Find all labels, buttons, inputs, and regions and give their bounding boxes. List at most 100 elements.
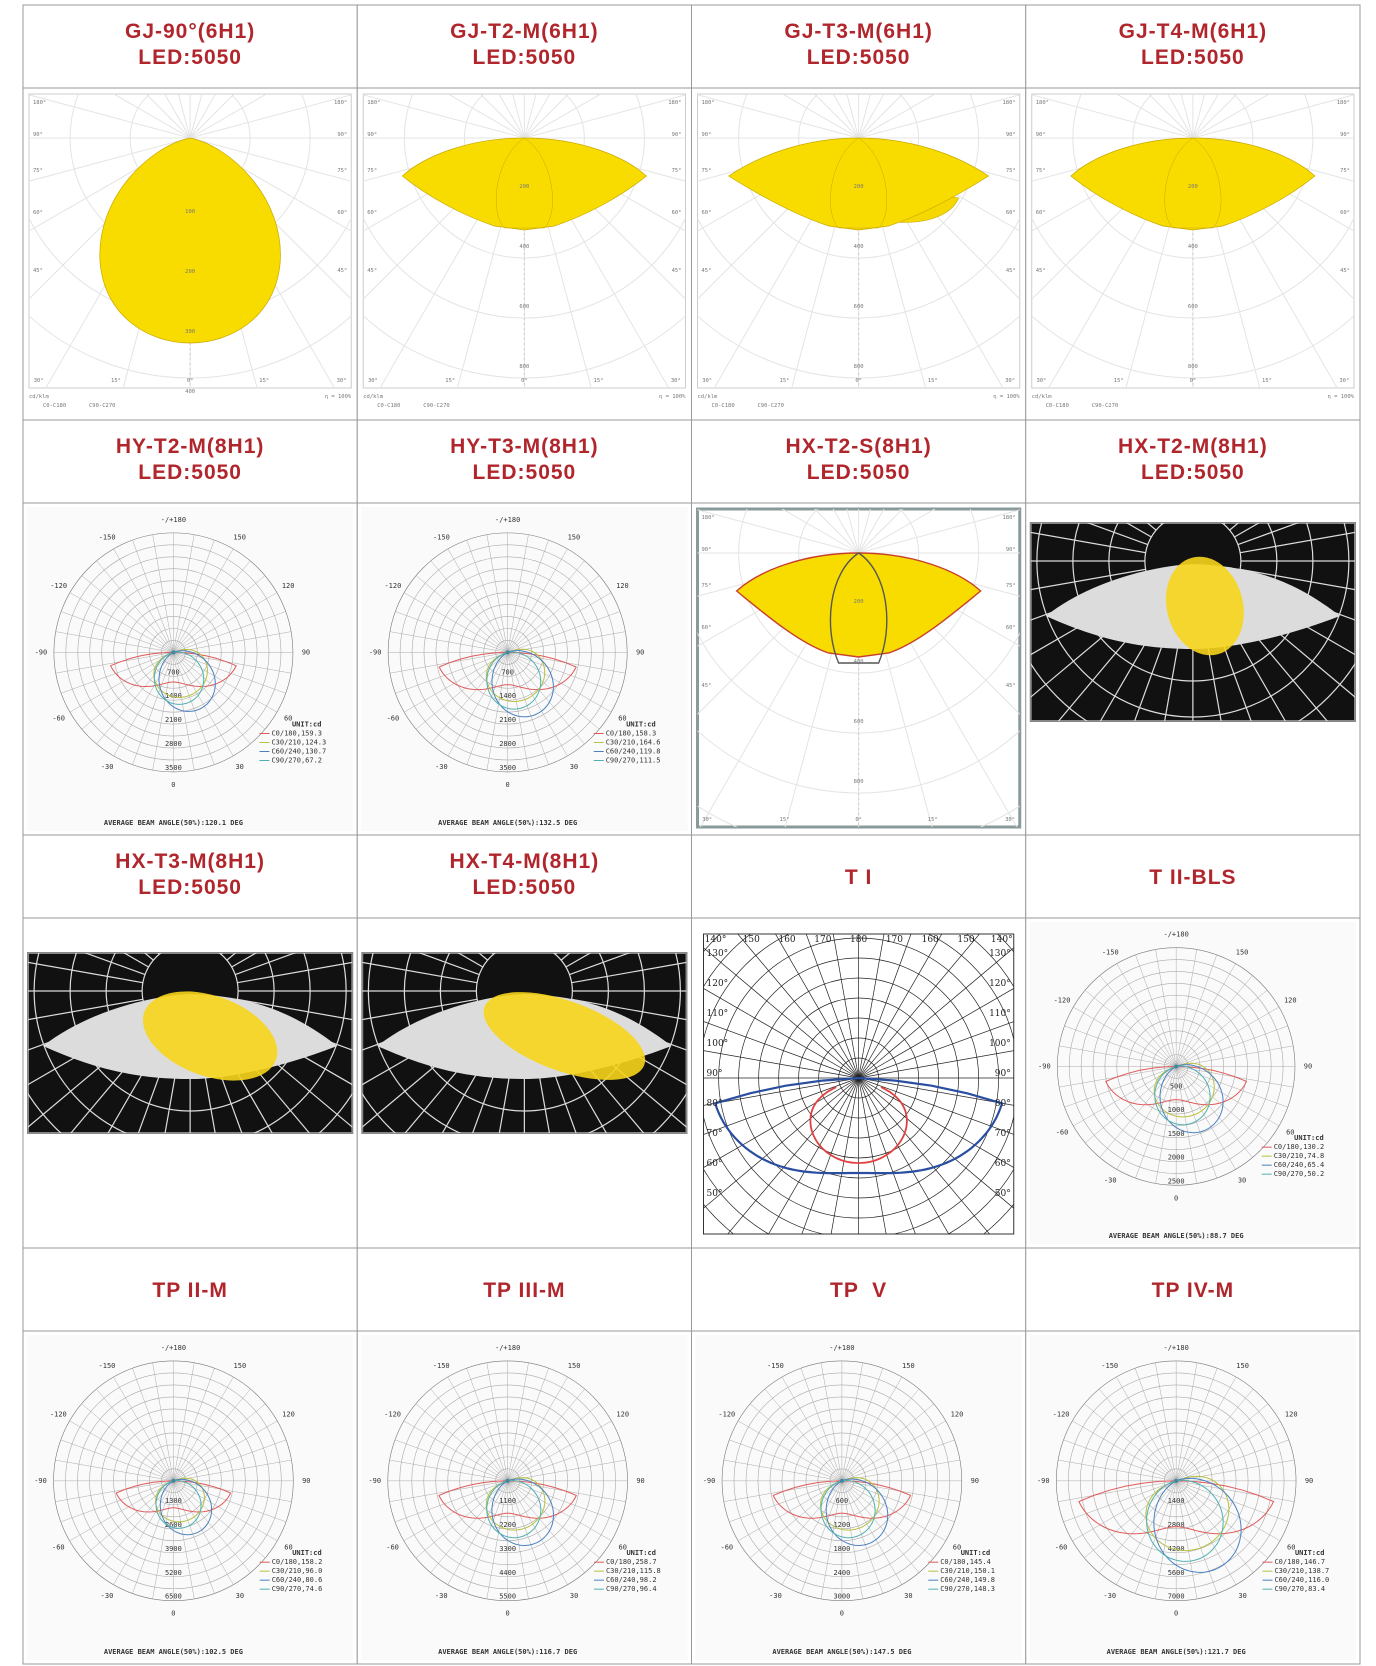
intensity-curve	[155, 1480, 202, 1529]
spoke	[486, 652, 508, 771]
c90-outline	[829, 552, 888, 664]
angle-label: 60°	[1036, 210, 1046, 216]
bottom-angle-label: 30°	[368, 378, 378, 384]
spoke	[1216, 602, 1286, 721]
angle-label: 90	[1304, 1063, 1312, 1071]
center-dot	[1174, 1064, 1179, 1069]
angle-label: 60	[284, 715, 292, 723]
product-title: GJ-T4-M(6H1)	[1119, 20, 1268, 43]
spoke	[173, 652, 234, 757]
spoke	[1200, 608, 1222, 721]
angle-label: 180°	[1337, 100, 1350, 106]
angle-label: -60	[52, 1543, 65, 1551]
angle-label: -30	[435, 1592, 448, 1600]
side-angle-label: 130°	[707, 949, 729, 959]
top-angle-label: 150	[743, 935, 760, 945]
angle-label: -/+180	[829, 1344, 854, 1352]
spoke	[152, 1362, 174, 1481]
angle-label: -120	[384, 582, 401, 590]
legend-label: C0/180,158.3	[606, 730, 657, 738]
angle-label: 30	[1238, 1592, 1246, 1600]
c90-distribution	[142, 991, 278, 1081]
spoke	[571, 998, 687, 1021]
spoke	[858, 1077, 1014, 1106]
clip-group	[28, 953, 353, 1133]
intensity-curve	[491, 1478, 555, 1547]
spoke	[764, 1388, 843, 1482]
spoke	[1134, 1368, 1177, 1481]
angle-label: -60	[52, 715, 65, 723]
intensity-curve	[153, 651, 205, 705]
spoke	[841, 1480, 946, 1542]
product-title: GJ-T3-M(6H1)	[784, 20, 933, 43]
spoke	[507, 1362, 529, 1481]
spoke	[781, 1480, 843, 1585]
side-angle-label: 80°	[995, 1099, 1011, 1109]
angle-label: 60°	[1006, 210, 1016, 216]
angle-label: 75°	[1036, 168, 1046, 174]
spoke	[1176, 1459, 1295, 1482]
bottom-angle-label: 15°	[780, 817, 790, 823]
angle-label: 60	[618, 715, 626, 723]
spoke	[486, 1480, 508, 1599]
footer-label: C0-C180	[377, 403, 400, 409]
spoke	[832, 934, 859, 1079]
spoke	[404, 592, 508, 653]
spoke	[1175, 1368, 1218, 1481]
bottom-angle-label: 0°	[855, 817, 862, 823]
spoke	[1192, 94, 1271, 139]
top-angle-label: 160	[778, 935, 795, 945]
spoke	[1175, 954, 1218, 1067]
spoke	[447, 548, 508, 653]
side-angle-label: 120°	[707, 979, 729, 989]
ring-label: 400	[854, 244, 864, 250]
legend-label: C30/210,96.0	[272, 1567, 323, 1575]
intensity-curve	[486, 651, 542, 710]
spoke	[173, 1403, 266, 1482]
intensity-curve	[115, 1480, 232, 1513]
footer-label: C0-C180	[43, 403, 66, 409]
footer-label: η = 100%	[1328, 394, 1355, 400]
angle-label: 75°	[702, 583, 712, 589]
spoke	[1176, 1480, 1295, 1502]
angle-label: 45°	[337, 268, 347, 274]
spoke	[841, 1480, 863, 1599]
spoke	[189, 94, 352, 139]
angle-label: 45°	[672, 268, 682, 274]
product-title: HX-T4-M(8H1)	[450, 850, 600, 873]
ring-label: 1800	[833, 1545, 850, 1553]
bottom-angle-label: 30°	[1005, 378, 1015, 384]
spoke	[189, 137, 352, 182]
side-angle-label: 50°	[995, 1189, 1011, 1199]
spoke	[189, 137, 352, 232]
angle-label: 75°	[1340, 168, 1350, 174]
footer-label: cd/klm	[1032, 394, 1053, 400]
spoke	[858, 1050, 1014, 1079]
angle-label: 90	[636, 1477, 644, 1485]
spoke	[858, 934, 943, 1079]
side-angle-label: 120°	[989, 979, 1011, 989]
bottom-angle-label: 30°	[34, 378, 44, 384]
spoke	[858, 1077, 1014, 1168]
angle-label: -/+180	[1164, 931, 1189, 939]
spoke	[507, 1480, 549, 1594]
angle-label: 180°	[702, 100, 715, 106]
top-angle-label: 160	[922, 935, 939, 945]
ring-label: 1000	[1168, 1106, 1185, 1114]
spoke	[737, 934, 859, 1079]
angle-label: 90°	[367, 132, 377, 138]
spoke	[29, 94, 191, 139]
ring-label: 800	[854, 779, 864, 785]
beam-angle: AVERAGE BEAM ANGLE(50%):121.7 DEG	[1107, 1648, 1246, 1656]
spoke	[858, 934, 912, 1079]
ring-label: 1300	[165, 1497, 182, 1505]
angle-label: 75°	[337, 168, 347, 174]
spoke	[737, 1420, 843, 1482]
spoke	[213, 1032, 273, 1133]
beam-angle: AVERAGE BEAM ANGLE(50%):102.5 DEG	[104, 1648, 243, 1656]
spoke	[173, 1480, 278, 1542]
footer-label: C0-C180	[1046, 403, 1069, 409]
spoke	[703, 1077, 859, 1106]
clip-group	[29, 94, 352, 388]
polar-grid	[53, 532, 294, 773]
